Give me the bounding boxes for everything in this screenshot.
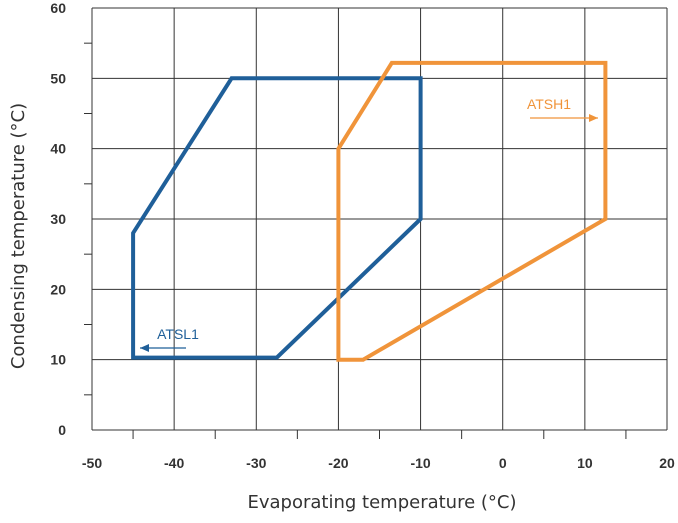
y-tick-label: 40 (50, 141, 66, 157)
y-tick-label: 60 (50, 0, 66, 16)
x-tick-label: -40 (164, 455, 184, 471)
y-tick-label: 30 (50, 211, 66, 227)
x-tick-label: 20 (659, 455, 675, 471)
x-tick-label: -50 (82, 455, 102, 471)
y-tick-label: 20 (50, 281, 66, 297)
x-tick-label: -10 (410, 455, 430, 471)
y-tick-label: 0 (58, 422, 66, 438)
y-tick-label: 50 (50, 70, 66, 86)
grid (84, 7, 668, 439)
y-tick-label: 10 (50, 352, 66, 368)
series-label-atsl1: ATSL1 (157, 326, 199, 342)
x-tick-label: -20 (328, 455, 348, 471)
atsl1-arrow-head (140, 344, 149, 352)
series-atsl1-outline (131, 76, 423, 360)
series-label-atsh1: ATSH1 (527, 96, 571, 112)
x-tick-label: -30 (246, 455, 266, 471)
x-tick-label: 10 (577, 455, 593, 471)
series-atsh1-outline (336, 60, 608, 362)
series-layer: ATSL1 ATSH1 (131, 60, 608, 362)
tick-labels: 0 10 20 30 40 50 60 -50 -40 -30 -20 -10 0 10 20 (50, 0, 675, 471)
x-axis-label: Evaporating temperature (°C) (247, 492, 516, 513)
x-tick-label: 0 (499, 455, 507, 471)
atsh1-arrow-head (589, 114, 598, 122)
y-axis-label: Condensing temperature (°C) (8, 103, 29, 369)
